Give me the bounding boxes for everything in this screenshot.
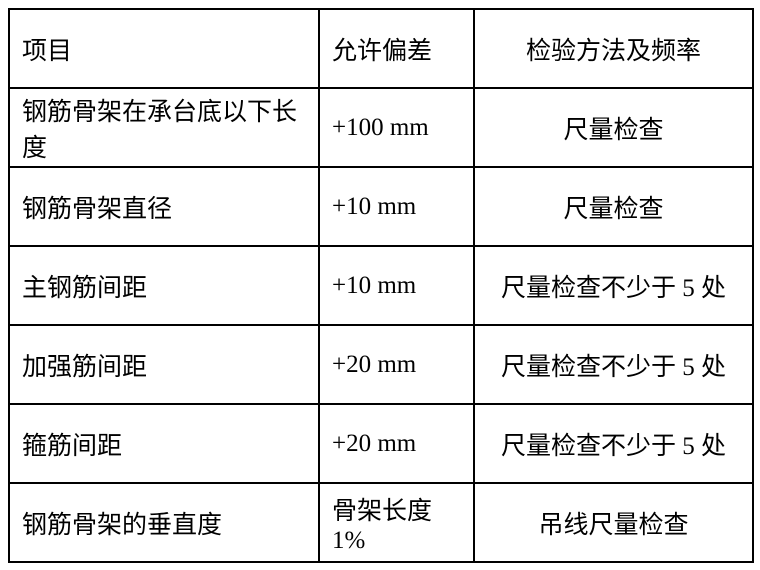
cell-tolerance: +20 mm bbox=[319, 325, 474, 404]
cell-method: 尺量检查 bbox=[474, 167, 753, 246]
cell-tolerance: +10 mm bbox=[319, 167, 474, 246]
cell-method: 尺量检查不少于 5 处 bbox=[474, 246, 753, 325]
table-header-row: 项目 允许偏差 检验方法及频率 bbox=[9, 9, 753, 88]
header-item: 项目 bbox=[9, 9, 319, 88]
cell-item: 钢筋骨架直径 bbox=[9, 167, 319, 246]
cell-item: 箍筋间距 bbox=[9, 404, 319, 483]
cell-method: 尺量检查不少于 5 处 bbox=[474, 404, 753, 483]
table-row: 钢筋骨架在承台底以下长度 +100 mm 尺量检查 bbox=[9, 88, 753, 167]
cell-item: 钢筋骨架在承台底以下长度 bbox=[9, 88, 319, 167]
header-method: 检验方法及频率 bbox=[474, 9, 753, 88]
cell-method: 尺量检查不少于 5 处 bbox=[474, 325, 753, 404]
header-tolerance: 允许偏差 bbox=[319, 9, 474, 88]
table-row: 钢筋骨架的垂直度 骨架长度 1% 吊线尺量检查 bbox=[9, 483, 753, 562]
cell-tolerance: +100 mm bbox=[319, 88, 474, 167]
cell-item: 加强筋间距 bbox=[9, 325, 319, 404]
cell-method: 尺量检查 bbox=[474, 88, 753, 167]
table-row: 钢筋骨架直径 +10 mm 尺量检查 bbox=[9, 167, 753, 246]
table-row: 加强筋间距 +20 mm 尺量检查不少于 5 处 bbox=[9, 325, 753, 404]
cell-method: 吊线尺量检查 bbox=[474, 483, 753, 562]
cell-item: 主钢筋间距 bbox=[9, 246, 319, 325]
inspection-table: 项目 允许偏差 检验方法及频率 钢筋骨架在承台底以下长度 +100 mm 尺量检… bbox=[8, 8, 754, 563]
cell-tolerance: +20 mm bbox=[319, 404, 474, 483]
table-row: 主钢筋间距 +10 mm 尺量检查不少于 5 处 bbox=[9, 246, 753, 325]
cell-tolerance: +10 mm bbox=[319, 246, 474, 325]
cell-tolerance: 骨架长度 1% bbox=[319, 483, 474, 562]
table-body: 钢筋骨架在承台底以下长度 +100 mm 尺量检查 钢筋骨架直径 +10 mm … bbox=[9, 88, 753, 562]
table-row: 箍筋间距 +20 mm 尺量检查不少于 5 处 bbox=[9, 404, 753, 483]
cell-item: 钢筋骨架的垂直度 bbox=[9, 483, 319, 562]
